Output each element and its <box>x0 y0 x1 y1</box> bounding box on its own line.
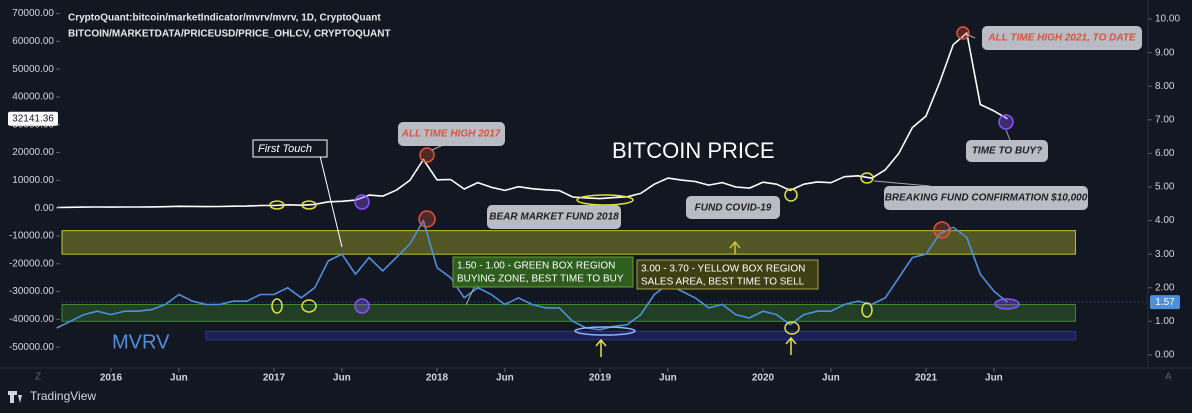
arrow <box>785 336 797 355</box>
annotation-box <box>452 256 634 288</box>
annotation: First Touch <box>258 143 312 155</box>
annotation-box <box>487 205 621 229</box>
x-tick-label: Jun <box>496 373 514 384</box>
y-tick-label: -30000.00 <box>9 286 54 297</box>
y2-tick-label: 9.00 <box>1155 47 1175 58</box>
annotation-box <box>884 186 1088 210</box>
x-tick-label: 2021 <box>915 373 938 384</box>
annotation: 1.50 - 1.00 - GREEN BOX REGION <box>457 261 615 272</box>
annotation: SALES AREA, BEST TIME TO SELL <box>641 277 805 288</box>
marker <box>998 114 1014 130</box>
annotation: BUYING ZONE, BEST TIME TO BUY <box>457 274 624 285</box>
marker <box>861 302 873 318</box>
annotation-box <box>686 196 780 219</box>
arrow <box>595 338 607 357</box>
annotation: FUND COVID-19 <box>695 203 772 214</box>
y2-tick-label: 7.00 <box>1155 114 1175 125</box>
annotation: BREAKING FUND CONFIRMATION $10,000 <box>885 193 1088 204</box>
y2-tick-label: 1.00 <box>1155 316 1175 327</box>
marker <box>354 194 370 210</box>
marker <box>301 299 317 313</box>
x-tick-label: Jun <box>659 373 677 384</box>
annotation-title: BITCOIN PRICE <box>612 138 775 163</box>
marker <box>418 210 436 228</box>
marker <box>354 298 370 314</box>
annotation-box <box>398 122 505 146</box>
marker <box>574 326 636 336</box>
y2-tick-label: 8.00 <box>1155 81 1175 92</box>
annotation-title: MVRV <box>112 331 170 353</box>
marker <box>419 147 435 163</box>
x-tick-label: Jun <box>985 373 1003 384</box>
zone <box>205 330 1076 341</box>
y-tick-label: 10000.00 <box>12 175 54 186</box>
y2-tick-label: 10.00 <box>1155 14 1180 25</box>
arrow <box>319 155 343 248</box>
annotation: BEAR MARKET FUND 2018 <box>489 212 619 223</box>
last-value-tag <box>8 111 58 126</box>
annotation: ALL TIME HIGH 2017 <box>401 129 501 140</box>
x-tick-label: 2020 <box>752 373 775 384</box>
annotation-box <box>966 140 1048 162</box>
annotation: 3.00 - 3.70 - YELLOW BOX REGION <box>641 264 805 275</box>
corner-label: Z <box>35 372 41 383</box>
marker <box>784 321 800 335</box>
marker <box>301 200 317 210</box>
y2-tick-label: 0.00 <box>1155 350 1175 361</box>
zone <box>61 230 1076 255</box>
last-value-label: 1.57 <box>1155 297 1175 308</box>
y-tick-label: 0.00 <box>35 203 55 214</box>
zone <box>61 304 1076 322</box>
series <box>56 32 1009 331</box>
corner-label: A <box>1165 372 1172 383</box>
marker <box>784 188 798 202</box>
brand-logo <box>8 391 22 403</box>
annotation: ALL TIME HIGH 2021, TO DATE <box>987 33 1136 44</box>
y-tick-label: -40000.00 <box>9 314 54 325</box>
y2-tick-label: 4.00 <box>1155 215 1175 226</box>
y-tick-label: 70000.00 <box>12 8 54 19</box>
brand: TradingView <box>30 389 96 403</box>
x-tick-label: 2017 <box>263 373 286 384</box>
y-tick-label: -50000.00 <box>9 342 54 353</box>
y-tick-label: -10000.00 <box>9 231 54 242</box>
x-tick-label: Jun <box>333 373 351 384</box>
marker <box>956 26 970 40</box>
y2-tick-label: 2.00 <box>1155 282 1175 293</box>
y2-tick-label: 3.00 <box>1155 249 1175 260</box>
y2-tick-label: 6.00 <box>1155 148 1175 159</box>
y-tick-label: 40000.00 <box>12 92 54 103</box>
header-line: CryptoQuant:bitcoin/marketIndicator/mvrv… <box>68 13 381 24</box>
x-tick-label: 2016 <box>100 373 123 384</box>
y-tick-label: -20000.00 <box>9 258 54 269</box>
annotation-box <box>636 259 819 290</box>
annotation: TIME TO BUY? <box>972 146 1042 157</box>
x-tick-label: Jun <box>170 373 188 384</box>
y2-tick-label: 5.00 <box>1155 182 1175 193</box>
header-line: BITCOIN/MARKETDATA/PRICEUSD/PRICE_OHLCV,… <box>68 29 391 40</box>
marker <box>271 298 283 314</box>
y-tick-label: 50000.00 <box>12 64 54 75</box>
marker <box>933 221 951 239</box>
series-line <box>56 219 1009 331</box>
x-tick-label: Jun <box>822 373 840 384</box>
last-value-label: 32141.36 <box>12 113 54 124</box>
x-tick-label: 2019 <box>589 373 612 384</box>
annotation-box <box>982 26 1142 50</box>
y-tick-label: 60000.00 <box>12 36 54 47</box>
x-tick-label: 2018 <box>426 373 449 384</box>
marker <box>860 172 874 184</box>
marker <box>269 200 285 210</box>
arrow <box>729 240 741 254</box>
annotation-box <box>252 139 328 158</box>
series-line <box>56 32 1008 209</box>
y-tick-label: 20000.00 <box>12 147 54 158</box>
last-value-tag <box>1150 295 1180 310</box>
marker <box>994 298 1020 310</box>
